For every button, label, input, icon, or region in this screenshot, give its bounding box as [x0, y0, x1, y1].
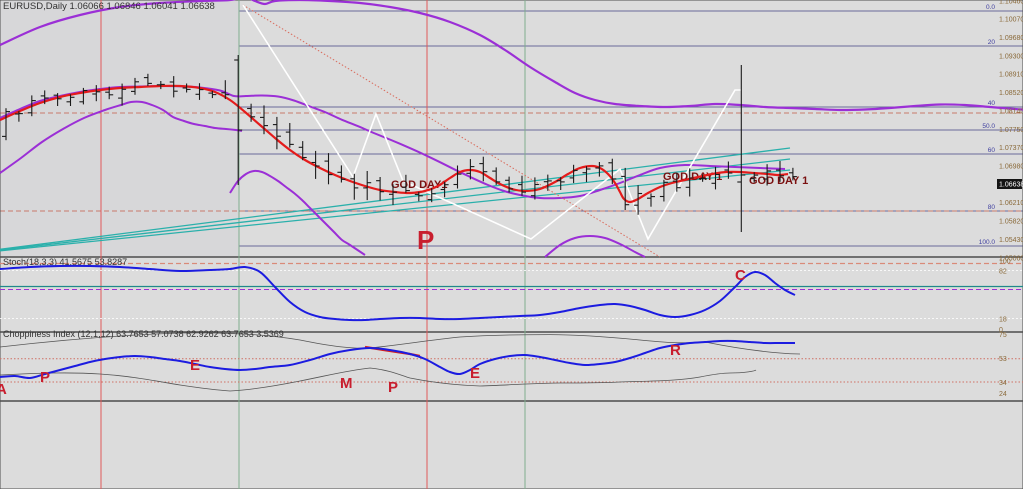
- svg-text:20: 20: [988, 39, 996, 46]
- svg-text:100: 100: [999, 259, 1011, 266]
- svg-text:18: 18: [999, 317, 1007, 324]
- svg-text:80: 80: [988, 204, 996, 211]
- svg-text:1.10460: 1.10460: [999, 0, 1023, 5]
- svg-text:R: R: [670, 342, 681, 359]
- svg-text:1.08520: 1.08520: [999, 90, 1023, 97]
- svg-text:24: 24: [999, 391, 1007, 398]
- svg-text:1.08140: 1.08140: [999, 108, 1023, 115]
- svg-text:40: 40: [988, 100, 996, 107]
- svg-text:Choppiness Index (12,1,12) 63.: Choppiness Index (12,1,12) 63.7653 57.07…: [3, 329, 284, 339]
- svg-text:53: 53: [999, 356, 1007, 363]
- svg-text:EURUSD,Daily 1.06066 1.06846: EURUSD,Daily 1.06066 1.06846 1.06041 1.0…: [3, 1, 215, 12]
- svg-text:GOD DAY 1: GOD DAY 1: [749, 175, 808, 187]
- svg-text:E: E: [470, 365, 480, 382]
- svg-text:1.10070: 1.10070: [999, 17, 1023, 24]
- svg-text:1.06980: 1.06980: [999, 164, 1023, 171]
- svg-text:E: E: [190, 357, 200, 374]
- svg-text:50.0: 50.0: [982, 123, 995, 130]
- svg-text:1.08910: 1.08910: [999, 72, 1023, 79]
- svg-text:1.05820: 1.05820: [999, 219, 1023, 226]
- svg-text:A: A: [0, 381, 7, 398]
- svg-text:0.0: 0.0: [986, 4, 995, 11]
- svg-text:75: 75: [999, 332, 1007, 339]
- svg-text:P: P: [40, 369, 50, 386]
- svg-text:1.05430: 1.05430: [999, 237, 1023, 244]
- svg-text:M: M: [340, 375, 353, 392]
- svg-text:60: 60: [988, 147, 996, 154]
- svg-text:1.07370: 1.07370: [999, 145, 1023, 152]
- svg-text:100.0: 100.0: [979, 239, 996, 246]
- svg-text:P: P: [417, 225, 434, 255]
- svg-text:1.09680: 1.09680: [999, 35, 1023, 42]
- svg-text:P: P: [388, 379, 398, 396]
- svg-text:1.09300: 1.09300: [999, 53, 1023, 60]
- svg-text:1.06210: 1.06210: [999, 200, 1023, 207]
- svg-text:C: C: [735, 267, 746, 284]
- svg-text:82: 82: [999, 269, 1007, 276]
- svg-text:1.06638: 1.06638: [999, 182, 1023, 189]
- svg-text:1.07750: 1.07750: [999, 127, 1023, 134]
- svg-text:34: 34: [999, 380, 1007, 387]
